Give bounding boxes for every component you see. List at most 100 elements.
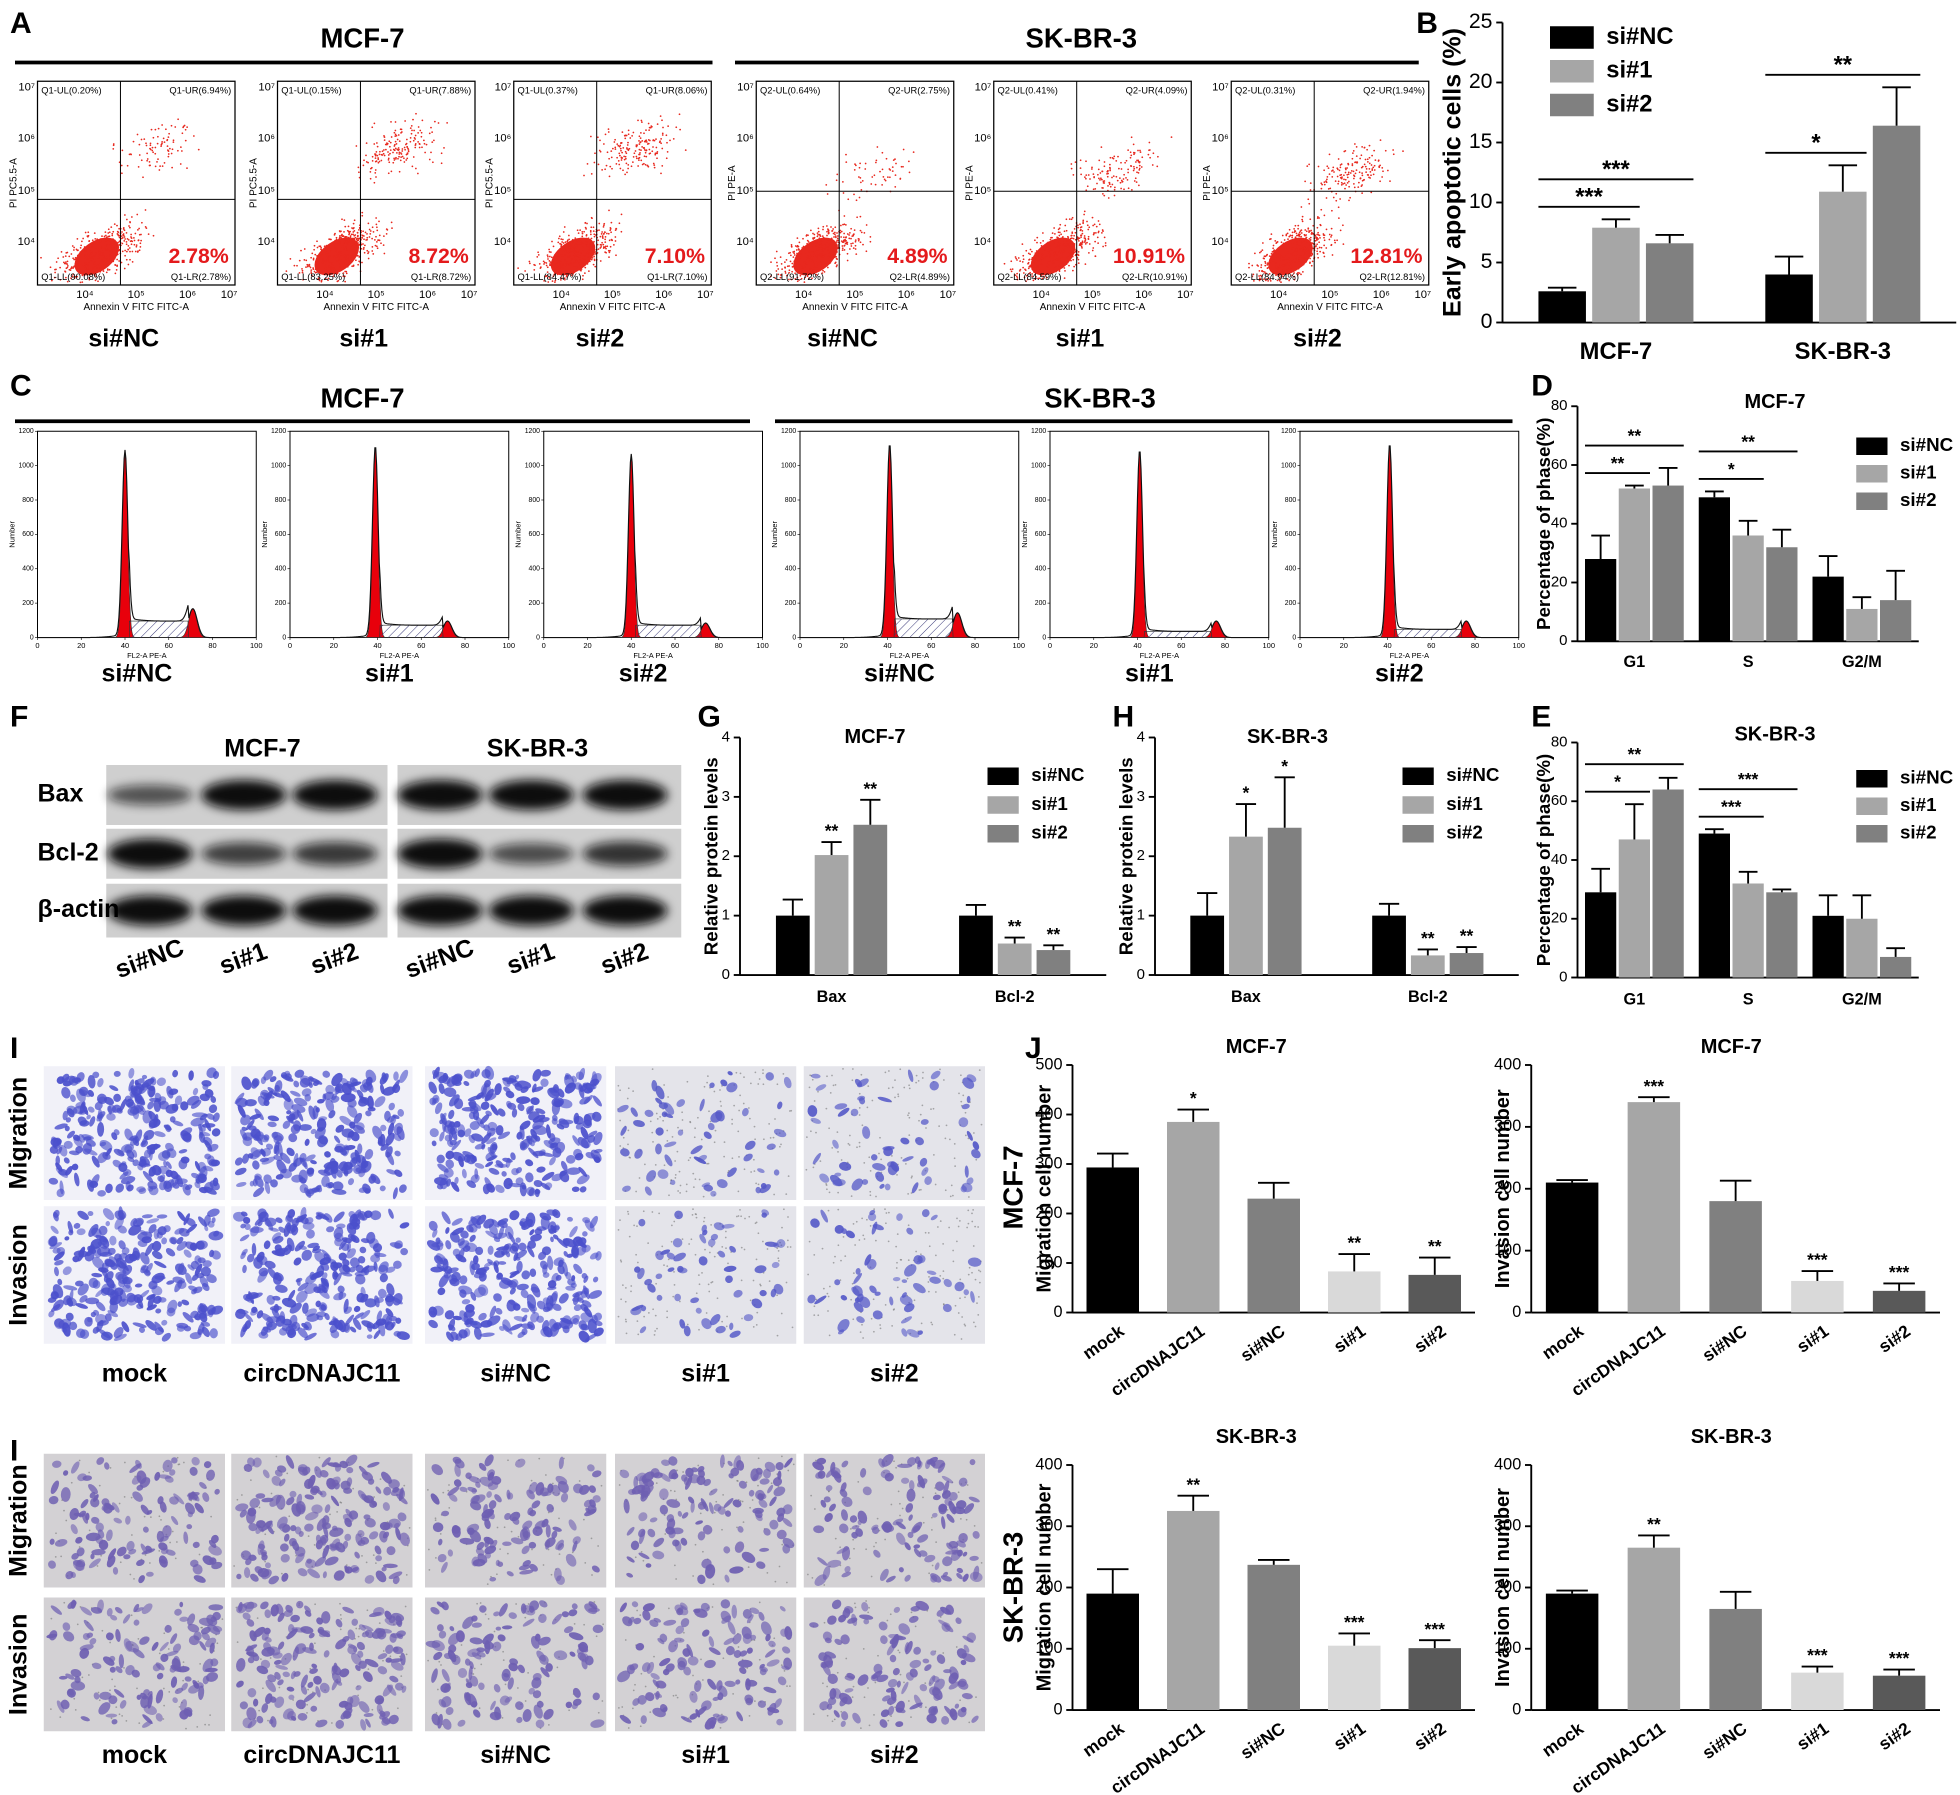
event-dot xyxy=(1281,259,1283,261)
quadrant-label: Q2-UR(1.94%) xyxy=(1363,86,1425,96)
event-dot xyxy=(366,237,368,239)
event-dot xyxy=(404,120,406,122)
y-tick-label: 10⁷ xyxy=(18,81,35,93)
event-dot xyxy=(397,149,399,151)
event-dot xyxy=(333,265,335,267)
cell xyxy=(357,1143,362,1154)
event-dot xyxy=(103,257,105,259)
event-dot xyxy=(419,143,421,145)
event-dot xyxy=(73,247,75,249)
event-dot xyxy=(632,161,634,163)
pore xyxy=(779,1146,781,1148)
event-dot xyxy=(1301,265,1303,267)
event-dot xyxy=(1294,230,1296,232)
event-dot xyxy=(821,252,823,254)
event-dot xyxy=(376,241,378,243)
event-dot xyxy=(855,239,857,241)
event-dot xyxy=(1323,233,1325,235)
event-dot xyxy=(847,198,849,200)
pore xyxy=(754,1126,756,1128)
event-dot xyxy=(662,127,664,129)
event-dot xyxy=(304,259,306,261)
y-tick-label: 200 xyxy=(785,600,797,607)
event-dot xyxy=(1093,234,1095,236)
event-dot xyxy=(645,164,647,166)
event-dot xyxy=(86,263,88,265)
event-dot xyxy=(796,254,798,256)
event-dot xyxy=(1315,240,1317,242)
event-dot xyxy=(1263,257,1265,259)
event-dot xyxy=(1338,158,1340,160)
event-dot xyxy=(819,261,821,263)
pore xyxy=(859,1093,861,1095)
pore xyxy=(826,1184,828,1186)
y-tick-label: 800 xyxy=(275,497,287,504)
event-dot xyxy=(368,251,370,253)
blot-band xyxy=(398,780,483,810)
event-dot xyxy=(1274,265,1276,267)
pore xyxy=(701,1139,703,1141)
event-dot xyxy=(614,147,616,149)
x-tick-label: 10⁵ xyxy=(1084,289,1101,301)
event-dot xyxy=(618,164,620,166)
event-dot xyxy=(345,258,347,260)
event-dot xyxy=(1348,173,1350,175)
event-dot xyxy=(1102,246,1104,248)
event-dot xyxy=(1367,158,1369,160)
event-dot xyxy=(1085,239,1087,241)
event-dot xyxy=(74,265,76,267)
event-dot xyxy=(310,257,312,259)
event-dot xyxy=(363,159,365,161)
event-dot xyxy=(575,267,577,269)
event-dot xyxy=(552,262,554,264)
event-dot xyxy=(593,264,595,266)
event-dot xyxy=(1302,246,1304,248)
event-dot xyxy=(1043,260,1045,262)
event-dot xyxy=(363,247,365,249)
event-dot xyxy=(1308,164,1310,166)
y-axis-label: Number xyxy=(770,521,779,548)
event-dot xyxy=(570,260,572,262)
event-dot xyxy=(854,163,856,165)
event-dot xyxy=(794,262,796,264)
event-dot xyxy=(348,234,350,236)
event-dot xyxy=(1363,179,1365,181)
event-dot xyxy=(803,266,805,268)
pore xyxy=(627,1144,629,1146)
event-dot xyxy=(1064,247,1066,249)
event-dot xyxy=(1305,238,1307,240)
event-dot xyxy=(141,139,143,141)
event-dot xyxy=(330,266,332,268)
event-dot xyxy=(177,150,179,152)
event-dot xyxy=(582,247,584,249)
event-dot xyxy=(1295,240,1297,242)
pore xyxy=(758,1184,760,1186)
event-dot xyxy=(631,135,633,137)
pore xyxy=(852,1079,854,1081)
event-dot xyxy=(1073,250,1075,252)
event-dot xyxy=(586,234,588,236)
event-dot xyxy=(589,240,591,242)
event-dot xyxy=(388,159,390,161)
event-dot xyxy=(438,122,440,124)
event-dot xyxy=(529,263,531,265)
y-tick-label: 0 xyxy=(536,634,540,641)
event-dot xyxy=(646,149,648,151)
event-dot xyxy=(1103,182,1105,184)
pore xyxy=(908,1084,910,1086)
event-dot xyxy=(1338,217,1340,219)
x-tick-label: 80 xyxy=(715,641,723,650)
event-dot xyxy=(381,154,383,156)
event-dot xyxy=(851,235,853,237)
event-dot xyxy=(371,238,373,240)
event-dot xyxy=(1056,246,1058,248)
event-dot xyxy=(622,131,624,133)
pore xyxy=(682,1119,684,1121)
blot-band xyxy=(108,785,193,805)
event-dot xyxy=(161,124,163,126)
event-dot xyxy=(1077,224,1079,226)
event-dot xyxy=(319,265,321,267)
event-dot xyxy=(1270,269,1272,271)
event-dot xyxy=(602,237,604,239)
event-dot xyxy=(562,264,564,266)
